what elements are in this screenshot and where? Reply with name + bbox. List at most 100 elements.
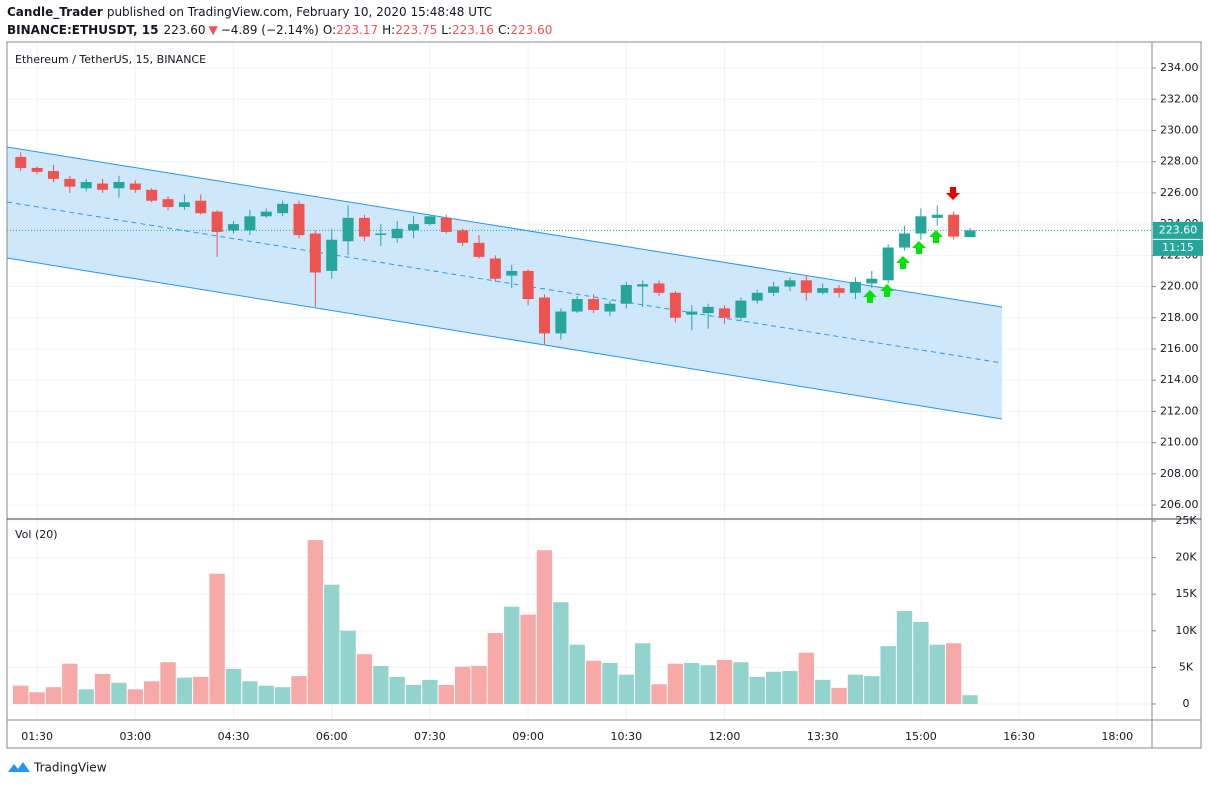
candle-body: [637, 284, 649, 287]
x-tick-label: 09:00: [512, 730, 544, 743]
candle-body: [178, 202, 190, 207]
volume-bar: [553, 602, 569, 704]
ohlc-value: 223.60: [510, 23, 552, 37]
channel-median: [6, 201, 1003, 364]
symbol: BINANCE:ETHUSDT, 15: [7, 23, 158, 37]
volume-tick-label: 20K: [1175, 551, 1197, 564]
volume-bar: [160, 662, 176, 704]
ohlc-label: L:: [441, 23, 452, 37]
candle-body: [440, 217, 452, 232]
x-tick-label: 12:00: [709, 730, 741, 743]
candle-body: [342, 217, 354, 242]
ohlc-value: 223.17: [336, 23, 378, 37]
volume-tick-label: 0: [1183, 697, 1190, 710]
volume-bar: [176, 677, 193, 704]
x-tick-label: 16:30: [1003, 730, 1035, 743]
volume-bar: [651, 684, 667, 704]
candle-body: [833, 288, 845, 293]
volume-bar: [62, 663, 78, 704]
up-arrow: [912, 241, 926, 254]
volume-bar: [324, 584, 340, 704]
volume-bar: [945, 643, 962, 704]
candle-body: [228, 224, 240, 231]
candle-body: [849, 281, 861, 293]
candle-body: [915, 216, 927, 234]
candle-body: [31, 167, 43, 172]
candle-body: [555, 311, 567, 334]
volume-bar: [536, 550, 553, 704]
y-tick-label: 208.00: [1160, 467, 1199, 480]
candle-body: [391, 228, 403, 239]
volume-tick-label: 15K: [1175, 587, 1197, 600]
x-tick-label: 15:00: [905, 730, 937, 743]
volume-bar: [782, 671, 798, 704]
y-tick-label: 220.00: [1160, 280, 1199, 293]
x-tick-label: 18:00: [1101, 730, 1133, 743]
volume-bar: [618, 674, 634, 704]
volume-bar: [749, 676, 765, 704]
volume-bar: [258, 685, 274, 704]
volume-bar: [373, 665, 389, 704]
volume-bar: [585, 660, 602, 704]
volume-tick-label: 25K: [1175, 514, 1197, 527]
volume-bar: [389, 676, 405, 704]
candle-body: [47, 171, 59, 179]
volume-tick-label: 5K: [1179, 660, 1194, 673]
volume-bar: [242, 681, 258, 704]
candle-body: [195, 200, 207, 214]
volume-bar: [913, 622, 929, 704]
x-tick-label: 03:00: [119, 730, 151, 743]
volume-bar: [111, 682, 127, 704]
channel-upper: [6, 146, 1003, 308]
candle-body: [964, 230, 976, 238]
x-tick-label: 13:30: [807, 730, 839, 743]
volume-bar: [143, 681, 160, 704]
volume-bar: [700, 665, 716, 704]
y-tick-label: 218.00: [1160, 311, 1199, 324]
volume-bar: [716, 660, 733, 704]
volume-bar: [880, 646, 896, 704]
down-arrow: [946, 187, 960, 200]
candle-body: [457, 230, 469, 243]
candle-body: [899, 233, 911, 248]
y-tick-label: 226.00: [1160, 186, 1199, 199]
marks: [7, 152, 1152, 704]
volume-bar: [307, 540, 324, 704]
logo: [8, 762, 30, 772]
candle-body: [719, 308, 731, 318]
candle-body: [326, 239, 338, 271]
volume-bar: [340, 630, 356, 704]
volume-bar: [929, 644, 945, 704]
candle-body: [113, 181, 125, 189]
candle-body: [408, 224, 420, 231]
candle-body: [571, 299, 583, 312]
candle-body: [604, 303, 616, 312]
volume-bar: [602, 662, 618, 704]
candle-body: [244, 216, 256, 231]
y-tick-label: 212.00: [1160, 404, 1199, 417]
volume-bar: [798, 652, 815, 704]
last-price-box: [1153, 221, 1203, 239]
candle-body: [162, 199, 174, 207]
volume-bar: [356, 654, 373, 704]
change-arrow: ▼: [208, 23, 218, 37]
volume-bar: [569, 644, 585, 704]
volume-bar: [847, 674, 864, 704]
volume-bar: [765, 671, 782, 704]
header-line-1: Candle_Trader published on TradingView.co…: [7, 5, 492, 20]
y-tick-label: 216.00: [1160, 342, 1199, 355]
volume-bar: [815, 679, 831, 704]
volume-bar: [225, 668, 242, 704]
candle-body: [931, 214, 943, 218]
volume-bar: [78, 689, 94, 704]
volume-bar: [29, 692, 45, 704]
candle-body: [882, 247, 894, 281]
candle-body: [538, 297, 550, 334]
last-price: 223.60: [163, 23, 205, 37]
volume-title: Vol (20): [15, 528, 58, 541]
candle-body: [686, 311, 698, 315]
change: −4.89 (−2.14%): [221, 23, 319, 37]
volume-bar: [667, 663, 684, 704]
up-arrow: [929, 230, 943, 243]
candle-body: [64, 178, 76, 187]
